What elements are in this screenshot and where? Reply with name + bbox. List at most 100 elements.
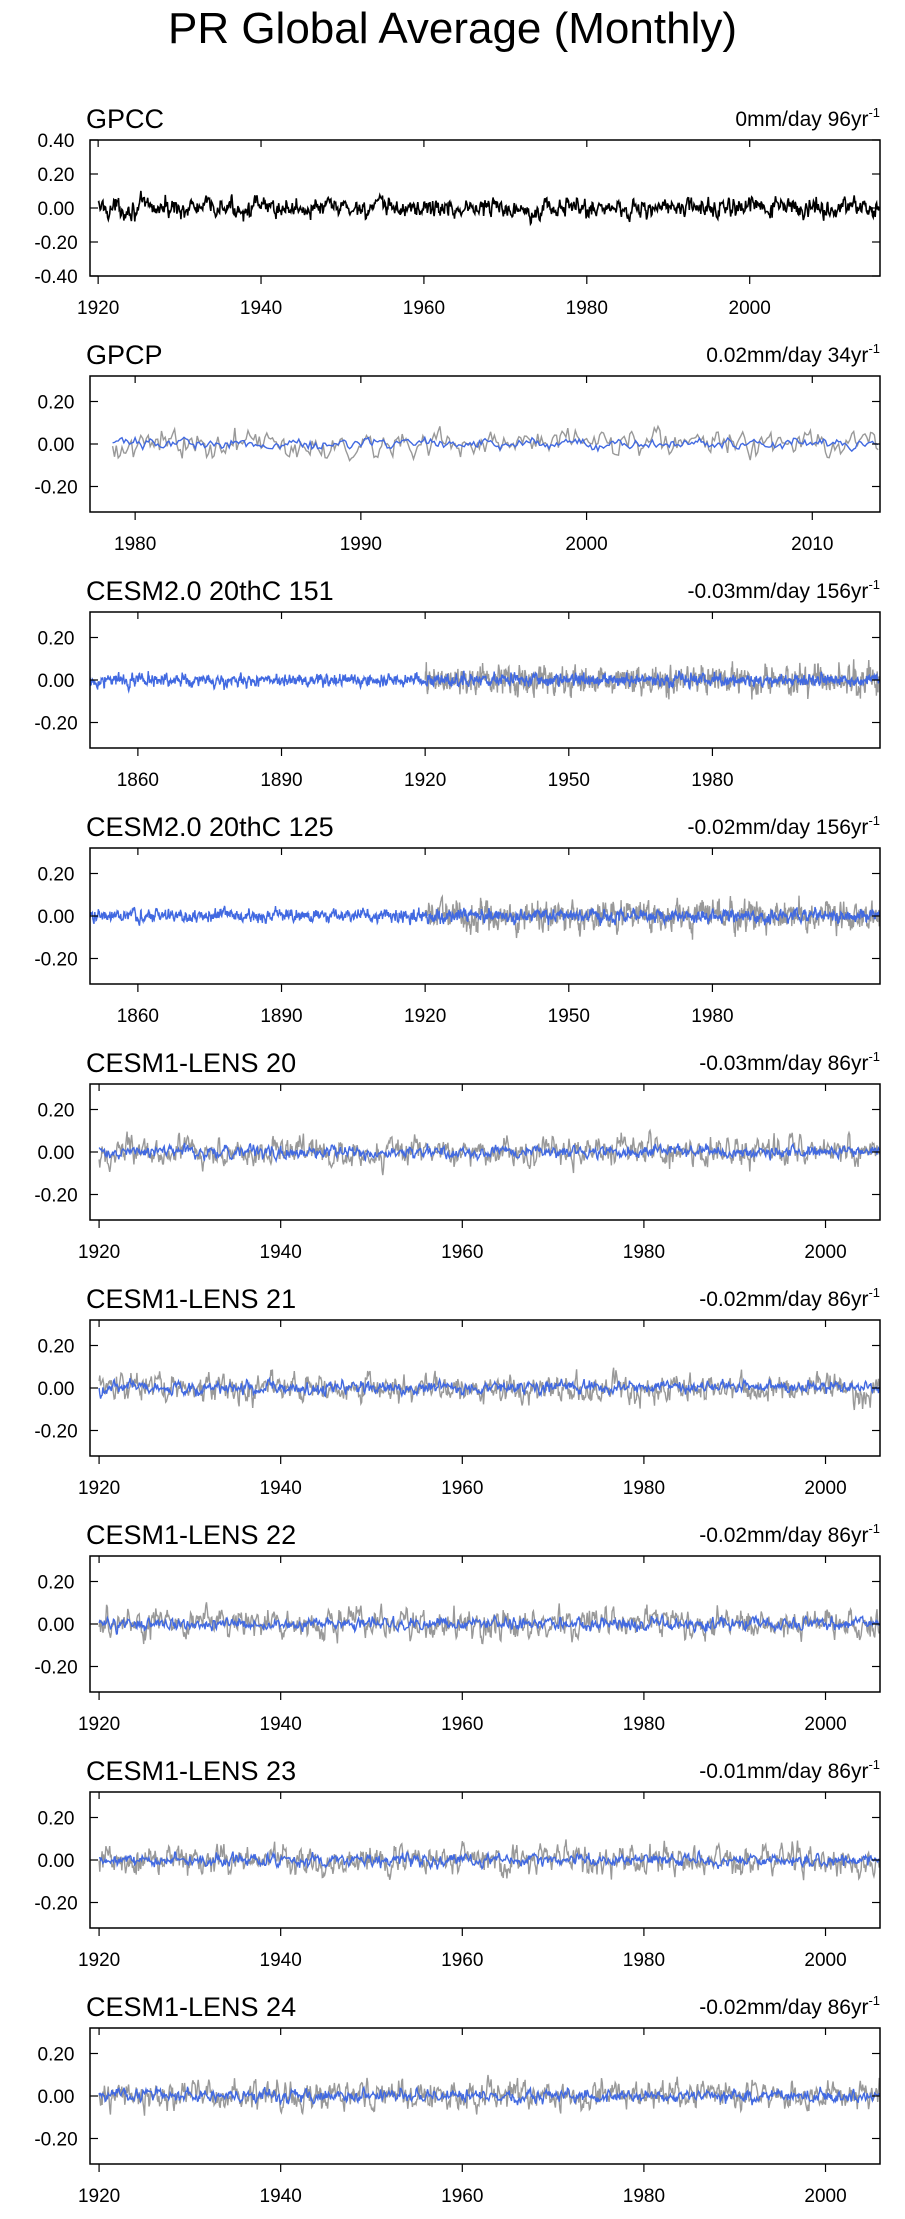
y-tick-label: 0.00 xyxy=(38,907,75,928)
x-tick-label: 2000 xyxy=(804,1714,846,1735)
y-tick-label: -0.20 xyxy=(34,1658,77,1679)
y-tick-label: 0.20 xyxy=(38,1809,75,1830)
trend-value: 0.02mm/day 34yr xyxy=(706,344,868,367)
panel-8: CESM1-LENS 23 -0.01mm/day 86yr-1 -0.20 0.00… xyxy=(34,1756,881,1971)
model-series-line xyxy=(98,2085,880,2106)
model-series-line xyxy=(90,670,880,694)
y-tick-label: 0.20 xyxy=(38,165,75,186)
trend-label: -0.02mm/day 86yr-1 xyxy=(699,1285,880,1311)
trend-label: 0mm/day 96yr-1 xyxy=(735,105,880,131)
panel-7: CESM1-LENS 22 -0.02mm/day 86yr-1 -0.20 0.00… xyxy=(34,1520,881,1735)
trend-exponent: -1 xyxy=(868,1993,880,2008)
x-tick-label: 1980 xyxy=(566,298,608,319)
x-tick-label: 1960 xyxy=(441,2186,483,2207)
model-series-line xyxy=(98,1849,880,1871)
x-tick-label: 1980 xyxy=(623,1714,665,1735)
panel-3: CESM2.0 20thC 151 -0.03mm/day 156yr-1 -0.2… xyxy=(34,576,881,791)
y-tick-label: 0.20 xyxy=(38,1101,75,1122)
trend-value: -0.02mm/day 86yr xyxy=(699,1996,868,2019)
x-tick-label: 2000 xyxy=(804,2186,846,2207)
observed-series-line xyxy=(97,190,880,227)
panel-9: CESM1-LENS 24 -0.02mm/day 86yr-1 -0.20 0.00… xyxy=(34,1992,881,2207)
panel-title: CESM1-LENS 24 xyxy=(86,1992,296,2022)
trend-exponent: -1 xyxy=(868,1757,880,1772)
trend-value: -0.01mm/day 86yr xyxy=(699,1760,868,1783)
x-tick-label: 1920 xyxy=(78,1478,120,1499)
y-tick-label: 0.20 xyxy=(38,865,75,886)
x-tick-label: 1920 xyxy=(404,1006,446,1027)
x-tick-label: 1950 xyxy=(548,1006,590,1027)
x-tick-label: 1940 xyxy=(240,298,282,319)
trend-label: 0.02mm/day 34yr-1 xyxy=(706,341,880,367)
x-tick-label: 1950 xyxy=(548,770,590,791)
model-series-line xyxy=(90,905,880,927)
x-tick-label: 1940 xyxy=(260,1714,302,1735)
x-tick-label: 2000 xyxy=(804,1950,846,1971)
panel-title: CESM1-LENS 22 xyxy=(86,1520,296,1550)
panel-title: CESM2.0 20thC 151 xyxy=(86,576,334,606)
observed-series-line xyxy=(98,1128,880,1176)
y-tick-label: 0.20 xyxy=(38,1573,75,1594)
model-series-line xyxy=(98,1376,880,1399)
trend-label: -0.02mm/day 86yr-1 xyxy=(699,1521,880,1547)
x-tick-label: 1980 xyxy=(114,534,156,555)
x-tick-label: 1920 xyxy=(78,1714,120,1735)
x-tick-label: 1940 xyxy=(260,1950,302,1971)
trend-value: 0mm/day 96yr xyxy=(735,108,868,131)
trend-exponent: -1 xyxy=(868,341,880,356)
y-tick-label: -0.20 xyxy=(34,714,77,735)
x-tick-label: 1980 xyxy=(691,1006,733,1027)
trend-exponent: -1 xyxy=(868,1285,880,1300)
trend-value: -0.02mm/day 86yr xyxy=(699,1524,868,1547)
observed-series-line xyxy=(98,2074,880,2116)
trend-label: -0.03mm/day 86yr-1 xyxy=(699,1049,880,1075)
y-tick-label: 0.00 xyxy=(38,2087,75,2108)
x-tick-label: 1960 xyxy=(441,1242,483,1263)
panel-2: GPCP 0.02mm/day 34yr-1 -0.20 0.00 0.20 1980 19… xyxy=(34,340,881,555)
trend-label: -0.02mm/day 156yr-1 xyxy=(688,813,880,839)
trend-exponent: -1 xyxy=(868,577,880,592)
trend-value: -0.02mm/day 156yr xyxy=(688,816,869,839)
panel-1: GPCC 0mm/day 96yr-1 -0.40 -0.20 0.00 0.20 0.40… xyxy=(34,104,881,319)
x-tick-label: 1990 xyxy=(340,534,382,555)
page-title: PR Global Average (Monthly) xyxy=(167,4,737,53)
y-tick-label: 0.00 xyxy=(38,199,75,220)
trend-label: -0.03mm/day 156yr-1 xyxy=(688,577,880,603)
model-series-line xyxy=(98,1612,880,1635)
y-tick-label: 0.40 xyxy=(38,131,75,152)
trend-label: -0.02mm/day 86yr-1 xyxy=(699,1993,880,2019)
y-tick-label: -0.20 xyxy=(34,1894,77,1915)
panel-title: CESM1-LENS 20 xyxy=(86,1048,296,1078)
model-series-line xyxy=(98,1142,880,1164)
y-tick-label: 0.20 xyxy=(38,629,75,650)
y-tick-label: 0.20 xyxy=(38,1337,75,1358)
trend-value: -0.03mm/day 86yr xyxy=(699,1052,868,1075)
x-tick-label: 1860 xyxy=(117,770,159,791)
x-tick-label: 1920 xyxy=(404,770,446,791)
trend-exponent: -1 xyxy=(868,1049,880,1064)
y-tick-label: 0.00 xyxy=(38,1851,75,1872)
x-tick-label: 1940 xyxy=(260,2186,302,2207)
panel-title: CESM1-LENS 21 xyxy=(86,1284,296,1314)
x-tick-label: 2000 xyxy=(729,298,771,319)
y-tick-label: 0.00 xyxy=(38,671,75,692)
x-tick-label: 1890 xyxy=(260,1006,302,1027)
panel-4: CESM2.0 20thC 125 -0.02mm/day 156yr-1 -0.2… xyxy=(34,812,881,1027)
x-tick-label: 1980 xyxy=(691,770,733,791)
y-tick-label: -0.20 xyxy=(34,478,77,499)
x-tick-label: 1920 xyxy=(77,298,119,319)
model-series-line xyxy=(112,435,879,453)
y-tick-label: 0.00 xyxy=(38,435,75,456)
x-tick-label: 1980 xyxy=(623,1950,665,1971)
y-tick-label: 0.20 xyxy=(38,393,75,414)
y-tick-label: -0.20 xyxy=(34,1422,77,1443)
panel-title: GPCP xyxy=(86,340,163,370)
y-tick-label: 0.00 xyxy=(38,1615,75,1636)
y-tick-label: 0.20 xyxy=(38,2045,75,2066)
x-tick-label: 1920 xyxy=(78,1242,120,1263)
x-tick-label: 2000 xyxy=(804,1478,846,1499)
x-tick-label: 1980 xyxy=(623,1242,665,1263)
x-tick-label: 2000 xyxy=(565,534,607,555)
x-tick-label: 1940 xyxy=(260,1242,302,1263)
x-tick-label: 1860 xyxy=(117,1006,159,1027)
